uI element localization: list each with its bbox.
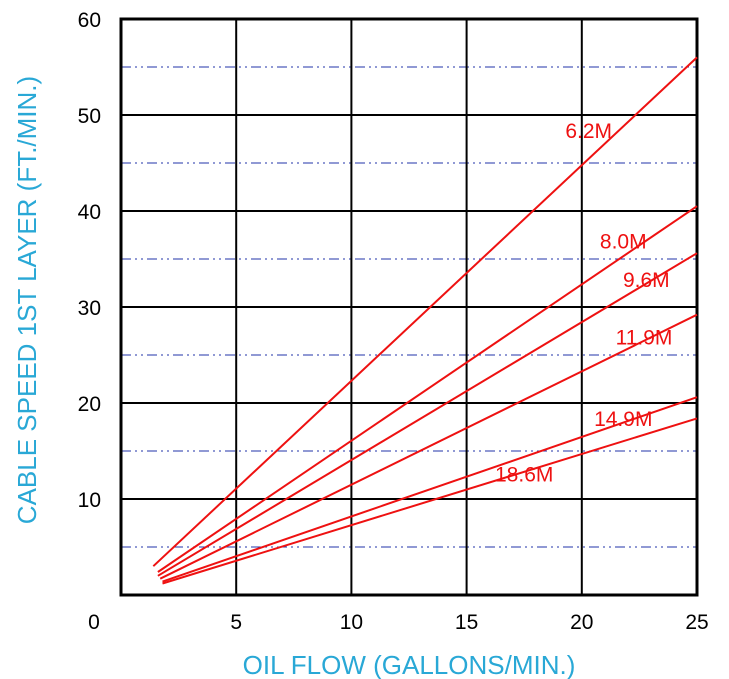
y-tick-label: 60 bbox=[78, 9, 101, 32]
series-label-8-0M: 8.0M bbox=[600, 230, 647, 253]
y-tick-label: 10 bbox=[78, 489, 101, 512]
series-lines bbox=[152, 56, 698, 585]
series-label-11-9M: 11.9M bbox=[616, 326, 673, 349]
series-label-6-2M: 6.2M bbox=[565, 120, 612, 143]
series-line-11-9M bbox=[159, 313, 698, 580]
x-axis-title: OIL FLOW (GALLONS/MIN.) bbox=[243, 650, 576, 679]
x-tick-labels: 0 5 10 15 20 25 bbox=[88, 611, 709, 634]
x-tick-label: 15 bbox=[455, 611, 478, 634]
x-tick-label: 20 bbox=[570, 611, 593, 634]
series-line-9-6M bbox=[157, 252, 698, 577]
y-tick-label: 30 bbox=[78, 297, 101, 320]
minor-grid bbox=[121, 66, 697, 548]
series-labels: 6.2M 8.0M 9.6M 11.9M 14.9M 18.6M bbox=[495, 120, 672, 487]
series-label-14-9M: 14.9M bbox=[594, 408, 652, 431]
series-line-6-2M bbox=[152, 56, 698, 567]
x-tick-label: 0 bbox=[88, 611, 100, 634]
x-tick-label: 10 bbox=[340, 611, 363, 634]
y-tick-label: 20 bbox=[78, 393, 101, 416]
x-tick-label: 5 bbox=[230, 611, 242, 634]
major-grid bbox=[121, 19, 697, 595]
series-label-9-6M: 9.6M bbox=[623, 269, 670, 292]
series-line-8-0M bbox=[157, 205, 698, 573]
series-line-14-9M bbox=[162, 396, 698, 583]
x-tick-label: 25 bbox=[685, 611, 708, 634]
plot-frame bbox=[119, 17, 699, 597]
y-tick-label: 40 bbox=[78, 201, 101, 224]
series-label-18-6M: 18.6M bbox=[495, 464, 553, 487]
y-axis-title: CABLE SPEED 1ST LAYER (FT./MIN.) bbox=[12, 76, 42, 524]
y-tick-labels: 10 20 30 40 50 60 bbox=[78, 9, 101, 512]
series-line-18-6M bbox=[162, 417, 698, 585]
y-tick-label: 50 bbox=[78, 105, 101, 128]
